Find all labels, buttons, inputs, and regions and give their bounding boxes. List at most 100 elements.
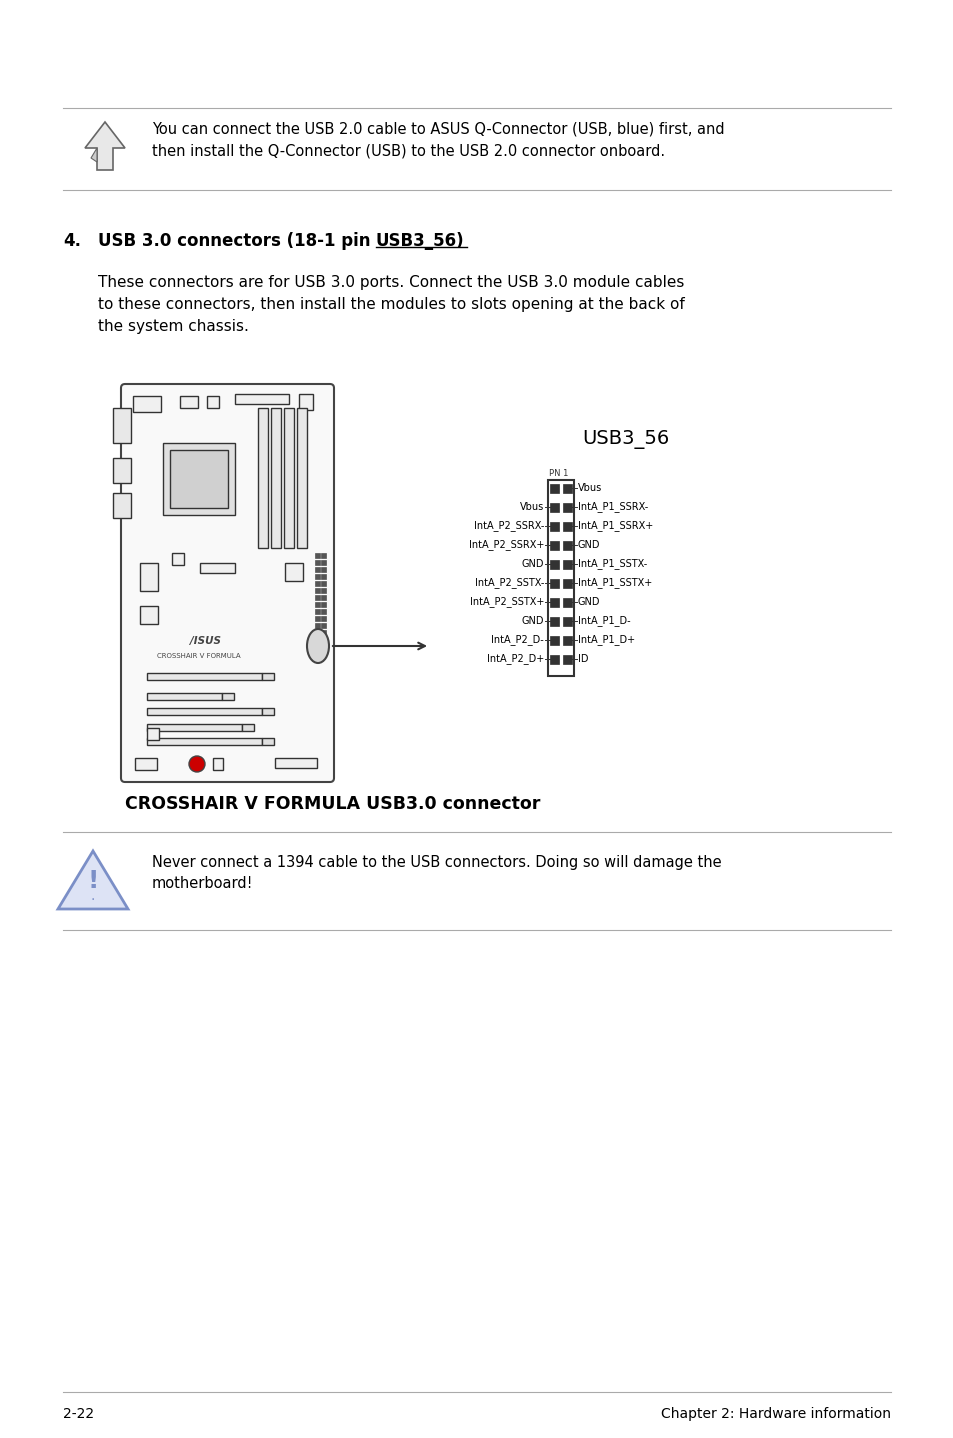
Text: then install the Q-Connector (USB) to the USB 2.0 connector onboard.: then install the Q-Connector (USB) to th… [152,142,664,158]
Bar [320,615,326,621]
Bar [234,394,289,404]
Bar [320,630,326,636]
Text: motherboard!: motherboard! [152,876,253,892]
Text: IntA_P2_D+: IntA_P2_D+ [486,653,543,664]
Polygon shape [85,122,125,170]
Bar [314,630,319,636]
Bar [242,723,253,731]
Text: .: . [91,889,95,903]
Bar [320,595,326,600]
Text: 2-22: 2-22 [63,1406,94,1421]
Text: GND: GND [578,541,599,549]
Bar [285,564,303,581]
Bar [550,522,558,531]
Bar [562,503,572,512]
Bar [320,574,326,580]
Bar [562,598,572,607]
Bar [562,522,572,531]
Text: GND: GND [521,615,543,626]
Bar [550,636,558,646]
Bar [562,580,572,588]
Text: Vbus: Vbus [578,483,601,493]
Bar [320,567,326,572]
Bar [271,408,281,548]
Bar [314,574,319,580]
Text: IntA_P1_D-: IntA_P1_D- [578,615,630,627]
Text: PN 1: PN 1 [548,469,568,477]
Bar [314,567,319,572]
Bar [550,580,558,588]
Bar [320,610,326,614]
Bar [147,673,262,680]
Bar [550,598,558,607]
Bar [163,443,234,515]
Text: ID: ID [578,654,588,664]
Text: IntA_P1_SSRX+: IntA_P1_SSRX+ [578,521,653,532]
Text: USB3_56: USB3_56 [581,430,669,449]
Bar [314,615,319,621]
Bar [562,559,572,569]
Bar [320,554,326,558]
Bar [320,603,326,607]
Bar [222,693,233,700]
Bar [562,617,572,626]
Bar [550,654,558,664]
Text: Vbus: Vbus [519,502,543,512]
Text: 4.: 4. [63,232,81,250]
Bar [132,395,161,413]
Bar [284,408,294,548]
Text: Never connect a 1394 cable to the USB connectors. Doing so will damage the: Never connect a 1394 cable to the USB co… [152,856,720,870]
Text: IntA_P1_SSTX-: IntA_P1_SSTX- [578,558,646,569]
Bar [140,564,158,591]
Bar [274,758,316,768]
Bar [112,408,131,443]
Bar [320,559,326,565]
Bar [314,623,319,628]
Text: IntA_P2_D-: IntA_P2_D- [491,634,543,646]
Bar [180,395,198,408]
Text: CROSSHAIR V FORMULA USB3.0 connector: CROSSHAIR V FORMULA USB3.0 connector [125,795,539,812]
Text: the system chassis.: the system chassis. [98,319,249,334]
Circle shape [189,756,205,772]
Ellipse shape [307,628,329,663]
Bar [200,564,234,572]
Bar [140,605,158,624]
Bar [147,738,262,745]
Text: IntA_P1_SSRX-: IntA_P1_SSRX- [578,502,648,512]
Text: IntA_P2_SSTX+: IntA_P2_SSTX+ [469,597,543,607]
Text: GND: GND [521,559,543,569]
Bar [172,554,184,565]
Bar [550,617,558,626]
Text: IntA_P2_SSRX+: IntA_P2_SSRX+ [468,539,543,551]
Bar [314,554,319,558]
Polygon shape [58,851,128,909]
Text: Chapter 2: Hardware information: Chapter 2: Hardware information [660,1406,890,1421]
Bar [562,485,572,493]
Bar [320,588,326,592]
Text: These connectors are for USB 3.0 ports. Connect the USB 3.0 module cables: These connectors are for USB 3.0 ports. … [98,275,683,290]
Text: IntA_P2_SSTX-: IntA_P2_SSTX- [475,578,543,588]
Text: IntA_P1_SSTX+: IntA_P1_SSTX+ [578,578,652,588]
Bar [550,541,558,549]
Text: GND: GND [578,597,599,607]
Bar [562,636,572,646]
Polygon shape [91,148,97,162]
Text: IntA_P1_D+: IntA_P1_D+ [578,634,635,646]
Bar [320,623,326,628]
Bar [314,603,319,607]
Bar [207,395,219,408]
Bar [550,503,558,512]
Bar [562,654,572,664]
Bar [314,588,319,592]
Bar [550,485,558,493]
Bar [262,707,274,715]
Bar [314,581,319,587]
Text: CROSSHAIR V FORMULA: CROSSHAIR V FORMULA [157,653,240,659]
Text: USB3_56): USB3_56) [375,232,464,250]
Bar [170,450,228,508]
Bar [213,758,223,769]
Bar [320,581,326,587]
Bar [112,493,131,518]
Bar [262,673,274,680]
Bar [147,723,242,731]
